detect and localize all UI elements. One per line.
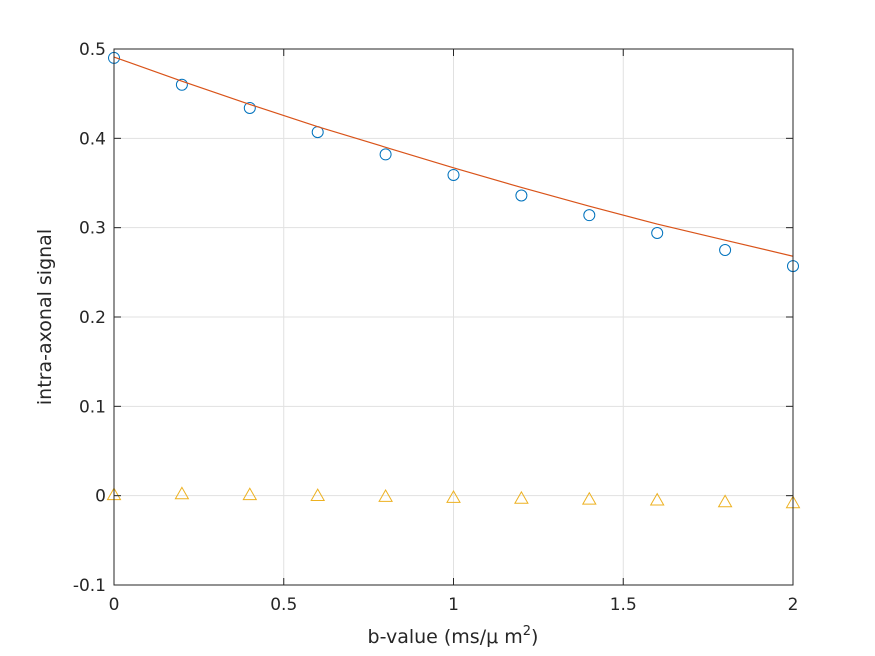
data-point-circle bbox=[651, 227, 664, 240]
data-point-triangle bbox=[378, 489, 393, 502]
y-tick-label: 0.1 bbox=[79, 397, 106, 417]
x-axis-title-superscript: 2 bbox=[523, 624, 531, 639]
y-tick-label: -0.1 bbox=[73, 576, 106, 596]
grid bbox=[114, 49, 793, 585]
y-tick-label: 0.5 bbox=[79, 40, 106, 60]
data-point-triangle bbox=[581, 491, 597, 505]
series-layer bbox=[106, 51, 801, 509]
data-point-triangle bbox=[649, 492, 665, 506]
x-axis-title-close: ) bbox=[531, 626, 538, 648]
data-point-circle bbox=[583, 209, 596, 222]
ticks: 0 0.5 1 1.5 2-0.100.10.20.30.40.5 bbox=[73, 40, 799, 615]
data-point-triangle bbox=[310, 488, 326, 502]
data-point-circle bbox=[447, 168, 460, 181]
y-tick-label: 0.4 bbox=[79, 129, 106, 149]
x-axis-title: b-value (ms/μ m2) bbox=[368, 624, 539, 648]
data-point-circle bbox=[379, 148, 392, 161]
fit-curve bbox=[113, 56, 794, 257]
data-point-triangle bbox=[174, 486, 190, 500]
data-point-circle bbox=[175, 78, 188, 91]
data-point-circle bbox=[719, 244, 732, 256]
data-point-triangle bbox=[514, 490, 529, 504]
data-point-triangle bbox=[717, 494, 733, 508]
y-axis-title: intra-axonal signal bbox=[34, 229, 56, 405]
x-tick-label: 0.5 bbox=[270, 595, 297, 615]
data-point-triangle bbox=[242, 487, 258, 501]
y-tick-label: 0.2 bbox=[79, 308, 106, 328]
x-tick-label: 0 bbox=[109, 595, 120, 615]
x-tick-label: 1 bbox=[448, 595, 459, 615]
x-axis-title-main: b-value (ms/μ m bbox=[368, 626, 523, 648]
x-tick-label: 1.5 bbox=[610, 595, 637, 615]
data-point-triangle bbox=[446, 489, 461, 503]
data-point-circle bbox=[515, 189, 528, 202]
data-point-circle bbox=[243, 101, 256, 114]
y-tick-label: 0.3 bbox=[79, 219, 106, 239]
x-tick-label: 2 bbox=[788, 595, 799, 615]
y-tick-label: 0 bbox=[95, 487, 106, 507]
